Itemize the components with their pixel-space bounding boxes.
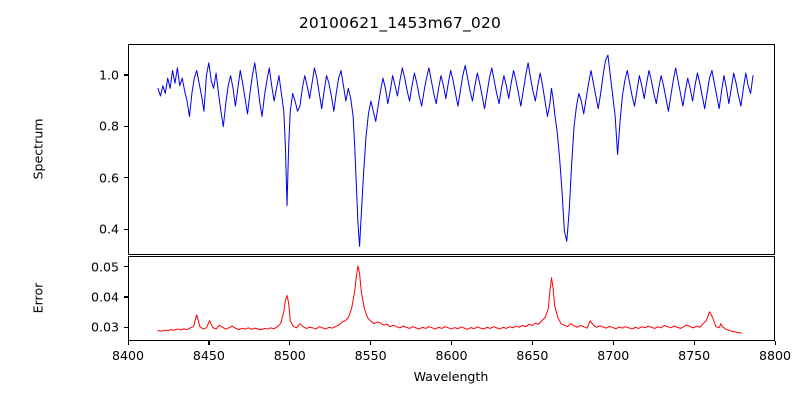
spectrum-plot-area [128, 44, 775, 255]
x-tick-mark [774, 341, 776, 345]
y-tick-mark-spectrum [124, 125, 128, 127]
y-axis-label-error: Error [30, 282, 46, 314]
y-tick-label-error: 0.03 [90, 319, 119, 335]
y-tick-label-error: 0.04 [90, 289, 119, 305]
x-tick-mark [289, 341, 291, 345]
x-tick-label: 8500 [273, 348, 306, 363]
x-tick-label: 8600 [435, 348, 468, 363]
x-tick-mark [612, 341, 614, 345]
x-tick-label: 8450 [192, 348, 225, 363]
x-tick-mark [208, 341, 210, 345]
error-line-series [129, 257, 774, 340]
y-tick-mark-error [124, 326, 128, 328]
y-tick-label-spectrum: 1.0 [98, 67, 119, 83]
x-tick-mark [531, 341, 534, 345]
x-tick-label: 8800 [758, 348, 792, 363]
error-plot-area [128, 256, 775, 341]
x-axis-label: Wavelength [413, 369, 489, 384]
x-tick-label: 8400 [111, 348, 145, 363]
y-tick-label-spectrum: 0.6 [98, 170, 119, 186]
x-tick-mark [693, 341, 695, 345]
y-tick-mark-spectrum [124, 74, 128, 76]
x-tick-label: 8650 [516, 348, 549, 363]
y-tick-mark-spectrum [124, 177, 128, 179]
x-tick-label: 8700 [597, 348, 630, 363]
x-tick-mark [370, 341, 372, 345]
y-axis-label-spectrum: Spectrum [30, 118, 46, 180]
y-tick-label-spectrum: 0.4 [98, 221, 119, 237]
y-tick-mark-spectrum [124, 228, 128, 230]
x-tick-mark [451, 341, 453, 345]
y-tick-mark-error [124, 296, 128, 298]
x-tick-mark [127, 341, 129, 345]
y-tick-mark-error [124, 266, 128, 268]
spectrum-line-series [129, 45, 774, 254]
y-tick-label-spectrum: 0.8 [98, 118, 119, 134]
y-tick-label-error: 0.05 [90, 259, 119, 275]
x-tick-label: 8550 [354, 348, 387, 363]
x-tick-label: 8750 [678, 348, 711, 363]
page-title: 20100621_1453m67_020 [298, 14, 502, 32]
